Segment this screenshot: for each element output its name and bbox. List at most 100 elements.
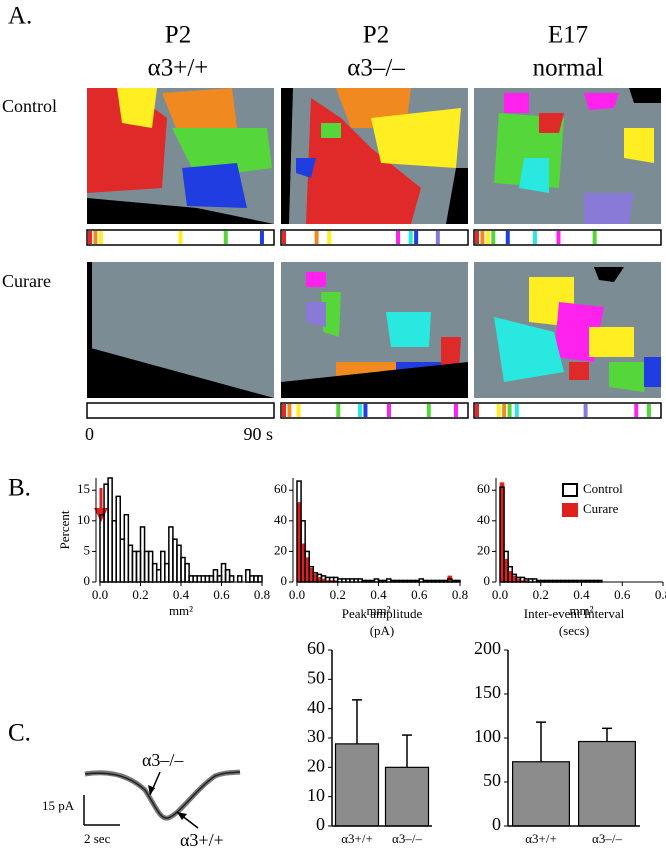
x-tick-label: α3–/–	[392, 831, 422, 846]
timeline-event	[532, 231, 537, 244]
y-tick-label: 60	[274, 481, 287, 496]
y-axis-label: Percent	[57, 510, 72, 549]
x-tick-label: 0.0	[289, 587, 305, 602]
wave-domain	[624, 128, 654, 163]
histogram-bar	[228, 575, 235, 583]
timeline	[86, 402, 275, 419]
chart-subtitle: (pA)	[370, 623, 395, 638]
timeline-event	[98, 231, 103, 244]
x-tick-label: α3–/–	[592, 831, 622, 846]
bar	[384, 766, 430, 827]
x-tick-label: 0.4	[173, 587, 190, 602]
y-tick-label: 200	[474, 638, 501, 658]
timeline-event	[223, 231, 228, 244]
x-tick-label: 0.6	[614, 587, 631, 602]
time-label: 0	[85, 424, 94, 444]
timeline-event	[336, 404, 341, 417]
x-axis-label: mm²	[366, 603, 390, 618]
x-tick-label: 0.4	[370, 587, 387, 602]
column-header: normal	[533, 55, 604, 82]
wave-domain	[494, 317, 564, 382]
x-tick-label: 0.2	[132, 587, 148, 602]
histogram-bar	[257, 575, 263, 583]
wave-domain	[539, 113, 564, 133]
y-tick-label: 10	[77, 512, 90, 527]
time-label: 90 s	[243, 424, 273, 444]
timeline-event	[453, 404, 458, 417]
wave-domain	[172, 128, 272, 178]
wave-domain	[629, 88, 661, 103]
timeline-event	[314, 231, 319, 244]
timeline-event	[505, 231, 510, 244]
y-tick-label: 15	[77, 481, 90, 496]
trace-label: α3–/–	[142, 750, 184, 770]
timeline-event	[435, 231, 440, 244]
wave-domain	[594, 267, 624, 282]
row-label: Control	[2, 96, 57, 116]
y-tick-label: 20	[307, 755, 325, 775]
timeline-event	[502, 404, 507, 417]
x-tick-label: 0.2	[330, 587, 346, 602]
timeline-event	[282, 404, 286, 417]
y-tick-label: 10	[307, 785, 325, 805]
x-tick-label: 0.8	[655, 587, 666, 602]
timeline-event	[475, 231, 479, 244]
wave-domain	[117, 88, 157, 128]
wave-domain	[182, 163, 247, 208]
wave-domain	[569, 362, 589, 380]
wave-domain	[644, 357, 661, 387]
column-header: P2	[363, 22, 389, 49]
current-trace	[84, 769, 241, 821]
y-tick-label: 150	[474, 682, 501, 702]
y-tick-label: 40	[477, 512, 490, 527]
wave-domain	[306, 272, 326, 287]
wave-domain	[504, 93, 529, 113]
row-label: Curare	[2, 271, 51, 291]
x-tick-label: α3+/+	[341, 831, 373, 846]
timeline-event	[358, 404, 363, 417]
timeline-event	[408, 231, 413, 244]
scale-label: 2 sec	[84, 831, 111, 846]
timeline-event	[556, 231, 561, 244]
wave-domain	[306, 302, 326, 327]
x-tick-label: 0.8	[254, 587, 270, 602]
column-header: α3+/+	[148, 55, 209, 82]
arrow-head	[148, 785, 155, 795]
timeline	[280, 402, 469, 419]
timeline-event	[634, 404, 639, 417]
panel-label: B.	[8, 475, 31, 502]
y-tick-label: 30	[307, 726, 325, 746]
y-tick-label: 0	[281, 573, 288, 588]
y-tick-label: 0	[484, 573, 491, 588]
legend-label: Control	[583, 481, 623, 496]
chart-title: Peak amplitude	[342, 606, 423, 621]
timeline-event	[491, 231, 496, 244]
timeline-event	[396, 231, 401, 244]
y-tick-label: 50	[307, 667, 325, 687]
timeline-event	[414, 231, 419, 244]
wave-domain	[589, 327, 634, 357]
current-trace	[84, 771, 241, 819]
timeline-event	[88, 231, 92, 244]
timeline-event	[592, 231, 597, 244]
wave-domain	[371, 108, 461, 168]
wave-domain	[281, 362, 468, 398]
timeline-event	[507, 404, 512, 417]
x-tick-label: 0.6	[411, 587, 428, 602]
wave-domain	[296, 158, 316, 178]
timeline-event	[485, 231, 490, 244]
x-tick-label: 0.8	[452, 587, 468, 602]
trace-label: α3+/+	[180, 830, 224, 850]
timeline-event	[296, 404, 301, 417]
column-header: α3–/–	[347, 55, 405, 82]
timeline-event	[480, 231, 485, 244]
timeline-event	[363, 404, 368, 417]
timeline	[280, 229, 469, 246]
y-tick-label: 40	[274, 512, 287, 527]
timeline-event	[327, 231, 332, 244]
x-tick-label: 0.2	[533, 587, 549, 602]
x-tick-label: 0.0	[492, 587, 508, 602]
scale-label: 15 pA	[42, 798, 75, 813]
